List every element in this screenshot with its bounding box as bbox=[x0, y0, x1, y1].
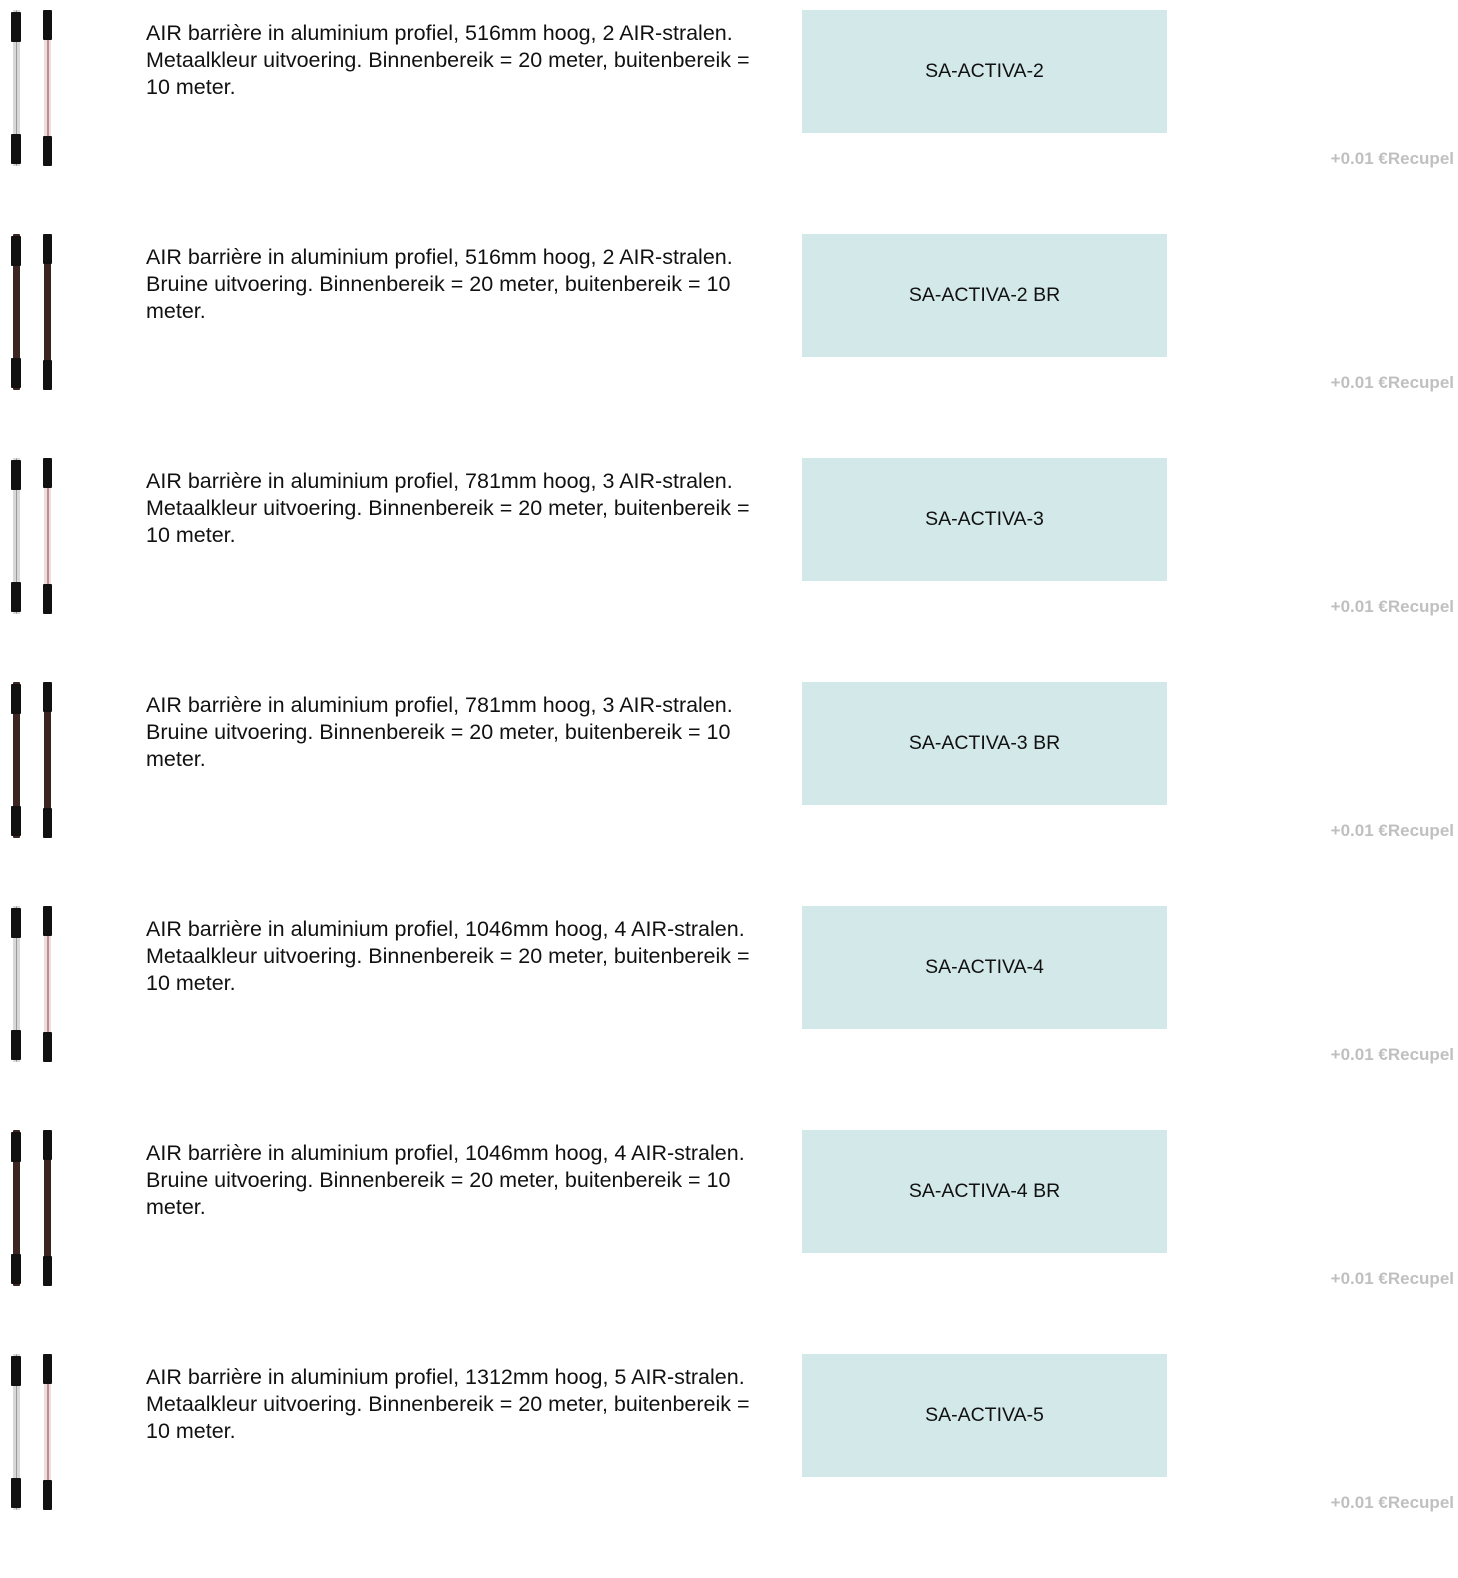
product-row: AIR barrière in aluminium profiel, 1046m… bbox=[0, 906, 1458, 1130]
product-image bbox=[8, 234, 58, 390]
product-code: SA-ACTIVA-2 bbox=[802, 10, 1167, 133]
product-code: SA-ACTIVA-4 bbox=[802, 906, 1167, 1029]
product-code: SA-ACTIVA-2 BR bbox=[802, 234, 1167, 357]
recupel-fee: +0.01 €Recupel bbox=[1331, 149, 1454, 169]
product-row: AIR barrière in aluminium profiel, 781mm… bbox=[0, 458, 1458, 682]
product-image bbox=[8, 906, 58, 1062]
product-description: AIR barrière in aluminium profiel, 781mm… bbox=[146, 692, 751, 773]
product-description: AIR barrière in aluminium profiel, 1046m… bbox=[146, 916, 751, 997]
product-description: AIR barrière in aluminium profiel, 516mm… bbox=[146, 244, 751, 325]
product-code: SA-ACTIVA-3 bbox=[802, 458, 1167, 581]
product-image bbox=[8, 10, 58, 166]
product-row: AIR barrière in aluminium profiel, 1046m… bbox=[0, 1130, 1458, 1354]
product-image bbox=[8, 1130, 58, 1286]
product-code: SA-ACTIVA-3 BR bbox=[802, 682, 1167, 805]
product-image bbox=[8, 682, 58, 838]
recupel-fee: +0.01 €Recupel bbox=[1331, 821, 1454, 841]
product-row: AIR barrière in aluminium profiel, 1312m… bbox=[0, 1354, 1458, 1578]
recupel-fee: +0.01 €Recupel bbox=[1331, 373, 1454, 393]
product-code: SA-ACTIVA-5 bbox=[802, 1354, 1167, 1477]
recupel-fee: +0.01 €Recupel bbox=[1331, 1045, 1454, 1065]
product-row: AIR barrière in aluminium profiel, 516mm… bbox=[0, 234, 1458, 458]
product-description: AIR barrière in aluminium profiel, 1312m… bbox=[146, 1364, 751, 1445]
product-description: AIR barrière in aluminium profiel, 1046m… bbox=[146, 1140, 751, 1221]
recupel-fee: +0.01 €Recupel bbox=[1331, 1493, 1454, 1513]
recupel-fee: +0.01 €Recupel bbox=[1331, 597, 1454, 617]
product-code: SA-ACTIVA-4 BR bbox=[802, 1130, 1167, 1253]
product-image bbox=[8, 1354, 58, 1510]
product-description: AIR barrière in aluminium profiel, 516mm… bbox=[146, 20, 751, 101]
page: AIR barrière in aluminium profiel, 516mm… bbox=[0, 0, 1458, 1514]
product-row: AIR barrière in aluminium profiel, 781mm… bbox=[0, 682, 1458, 906]
product-image bbox=[8, 458, 58, 614]
product-row: AIR barrière in aluminium profiel, 516mm… bbox=[0, 10, 1458, 234]
recupel-fee: +0.01 €Recupel bbox=[1331, 1269, 1454, 1289]
product-description: AIR barrière in aluminium profiel, 781mm… bbox=[146, 468, 751, 549]
